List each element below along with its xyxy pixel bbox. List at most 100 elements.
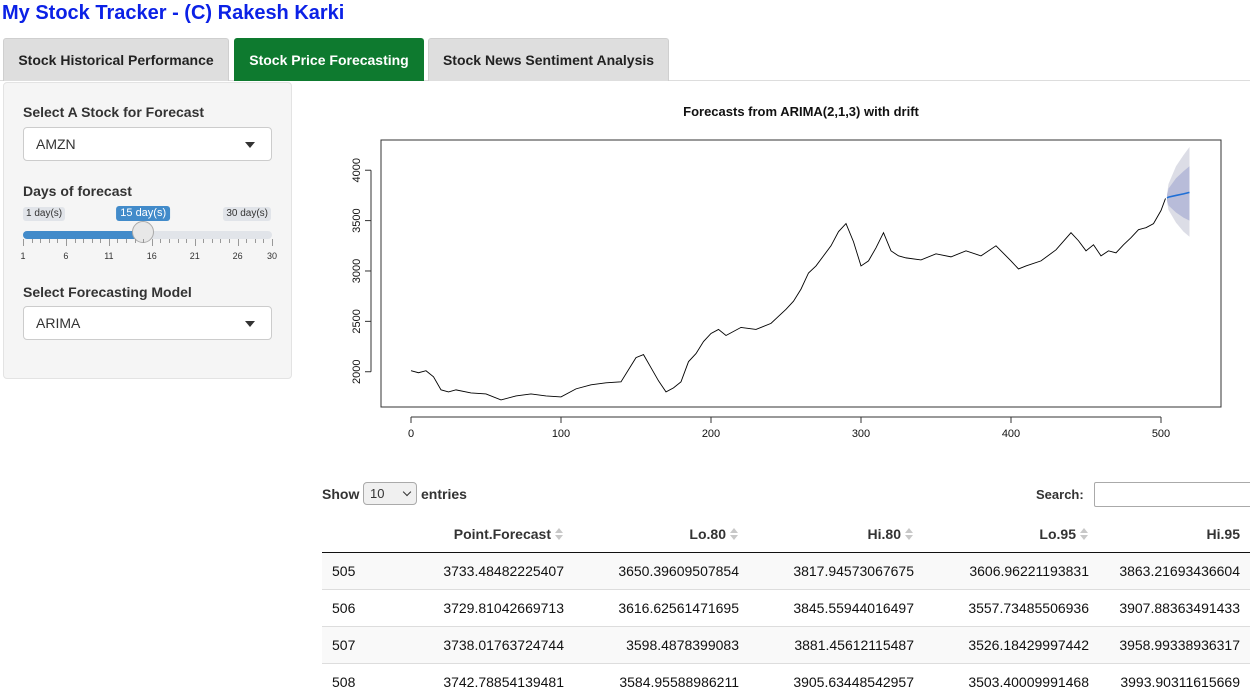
x-tick-label: 100	[552, 428, 570, 440]
stock-select[interactable]: AMZN	[23, 127, 272, 161]
slider-tick	[126, 239, 128, 243]
tab-historical-performance[interactable]: Stock Historical Performance	[3, 38, 229, 81]
slider-tick	[83, 239, 85, 243]
sort-icon	[730, 527, 739, 540]
sidebar-panel: Select A Stock for Forecast AMZN Days of…	[3, 82, 292, 379]
cell-lo95: 3526.18429997442	[924, 625, 1099, 663]
cell-lo95: 3606.96221193831	[924, 551, 1099, 589]
slider-tick	[229, 239, 231, 243]
slider-tick	[100, 239, 102, 243]
slider-tick	[31, 239, 33, 243]
plot-frame	[380, 139, 1222, 408]
slider-tick	[151, 239, 153, 246]
history-line	[410, 198, 1166, 401]
days-slider-fill	[23, 231, 144, 239]
table-row: 507 3738.01763724744 3598.4878399083 388…	[322, 625, 1250, 663]
cell-lo80: 3650.39609507854	[574, 551, 749, 589]
column-header-hi95[interactable]: Hi.95	[1099, 516, 1250, 553]
slider-min-label: 1 day(s)	[23, 207, 66, 221]
tab-news-sentiment[interactable]: Stock News Sentiment Analysis	[428, 38, 669, 81]
slider-tick	[168, 239, 170, 243]
column-header-lo95[interactable]: Lo.95	[924, 516, 1099, 553]
model-select-value: ARIMA	[36, 315, 81, 331]
entries-length-select[interactable]: 10	[363, 482, 417, 505]
table-controls: Show 10 entries Search:	[322, 480, 1250, 516]
cell-point-forecast: 3733.48482225407	[404, 551, 574, 589]
cell-lo95: 3557.73485506936	[924, 588, 1099, 626]
column-header-lo80[interactable]: Lo.80	[574, 516, 749, 553]
show-label: Show	[322, 486, 360, 502]
tab-price-forecasting[interactable]: Stock Price Forecasting	[234, 38, 424, 81]
cell-hi95: 3863.21693436604	[1099, 551, 1250, 589]
slider-tick	[246, 239, 248, 243]
slider-tick-label: 16	[146, 251, 157, 261]
x-tick-label: 200	[702, 428, 720, 440]
slider-tick	[91, 239, 93, 243]
caret-down-icon	[245, 321, 255, 327]
slider-tick	[23, 239, 24, 246]
chevron-down-icon	[402, 487, 412, 497]
slider-tick	[237, 239, 239, 246]
series-lines	[410, 191, 1190, 401]
cell-lo80: 3598.4878399083	[574, 625, 749, 663]
slider-tick	[108, 239, 110, 246]
y-tick-label: 3000	[351, 259, 363, 283]
chart-title: Forecasts from ARIMA(2,1,3) with drift	[683, 104, 919, 119]
cell-lo80: 3584.95588986211	[574, 662, 749, 700]
slider-tick	[65, 239, 67, 246]
slider-tick-label: 21	[189, 251, 200, 261]
cell-hi80: 3881.45612115487	[749, 625, 924, 663]
cell-lo95: 3503.40009991468	[924, 662, 1099, 700]
slider-tick	[203, 239, 205, 243]
x-tick-label: 300	[852, 428, 870, 440]
cell-index: 506	[322, 588, 404, 626]
slider-value-label: 15 day(s)	[116, 206, 171, 221]
y-tick-label: 2000	[351, 359, 363, 383]
entries-length-value: 10	[370, 486, 385, 501]
column-header-hi80[interactable]: Hi.80	[749, 516, 924, 553]
cell-hi80: 3817.94573067675	[749, 551, 924, 589]
cell-hi95: 3993.90311615669	[1099, 662, 1250, 700]
slider-tick	[177, 239, 179, 243]
y-tick-label: 3500	[351, 208, 363, 232]
slider-tick	[48, 239, 50, 243]
cell-hi95: 3958.99338936317	[1099, 625, 1250, 663]
table-header-row: Point.Forecast Lo.80 Hi.80 Lo.95 Hi.95	[322, 516, 1250, 553]
sort-icon	[555, 527, 564, 540]
x-tick-label: 0	[408, 428, 414, 440]
forecast-chart: Forecasts from ARIMA(2,1,3) with drift 0…	[351, 104, 1222, 440]
slider-tick-label: 11	[104, 251, 114, 261]
slider-tick	[134, 239, 136, 243]
column-header-point-forecast[interactable]: Point.Forecast	[404, 516, 574, 553]
forecast-bands	[1167, 147, 1190, 237]
slider-tick	[40, 239, 42, 243]
cell-index: 508	[322, 662, 404, 700]
search-input[interactable]	[1094, 482, 1250, 507]
cell-hi80: 3845.55944016497	[749, 588, 924, 626]
slider-tick	[57, 239, 59, 243]
entries-label: entries	[421, 486, 467, 502]
slider-tick	[74, 239, 76, 243]
model-select-label: Select Forecasting Model	[23, 284, 192, 300]
slider-tick	[272, 239, 273, 246]
table-row: 508 3742.78854139481 3584.95588986211 39…	[322, 662, 1250, 700]
forecast-table: Point.Forecast Lo.80 Hi.80 Lo.95 Hi.95 5…	[322, 516, 1250, 700]
forecast-chart-panel: Forecasts from ARIMA(2,1,3) with drift 0…	[322, 94, 1250, 480]
model-select[interactable]: ARIMA	[23, 306, 272, 340]
stock-select-label: Select A Stock for Forecast	[23, 104, 205, 120]
table-row: 506 3729.81042669713 3616.62561471695 38…	[322, 588, 1250, 626]
cell-index: 505	[322, 551, 404, 589]
slider-tick-label: 6	[63, 251, 69, 261]
slider-tick	[211, 239, 213, 243]
slider-tick	[254, 239, 256, 243]
stock-select-value: AMZN	[36, 136, 76, 152]
slider-tick	[263, 239, 265, 243]
tab-bar: Stock Historical Performance Stock Price…	[0, 38, 1250, 81]
search-label: Search:	[1036, 487, 1084, 502]
slider-tick-label: 26	[232, 251, 243, 261]
sort-icon	[905, 527, 914, 540]
cell-index: 507	[322, 625, 404, 663]
cell-lo80: 3616.62561471695	[574, 588, 749, 626]
forecast-line	[1166, 191, 1190, 199]
column-header-index[interactable]	[322, 516, 404, 553]
